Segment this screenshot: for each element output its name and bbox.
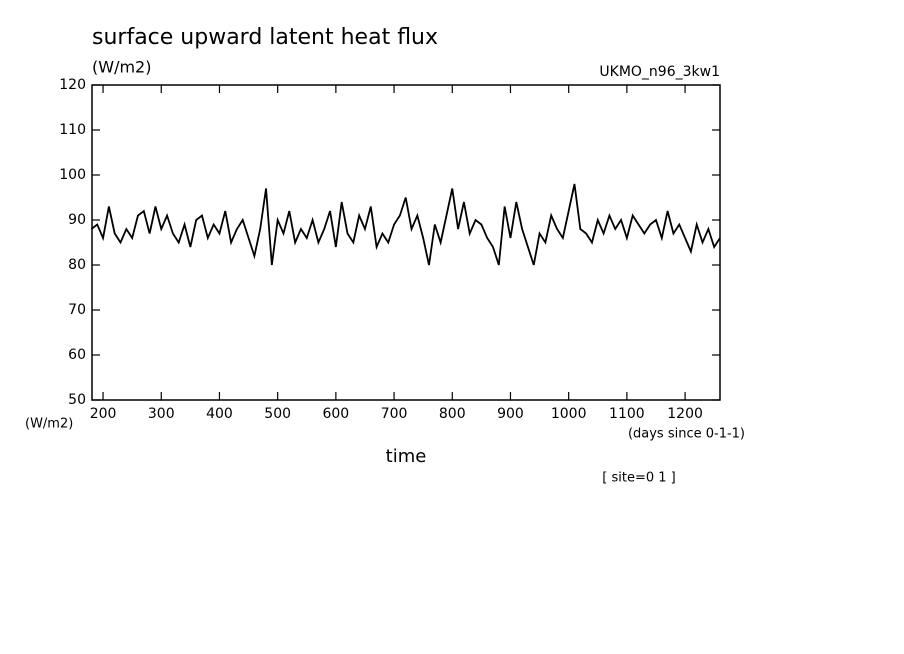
y-tick-label: 50 — [68, 392, 86, 408]
x-tick-label: 300 — [148, 406, 175, 422]
y-tick-label: 100 — [59, 167, 86, 183]
x-tick-label: 500 — [264, 406, 291, 422]
chart-title: surface upward latent heat flux — [92, 25, 438, 50]
site-label: [ site=0 1 ] — [602, 471, 675, 486]
y-tick-label: 70 — [68, 302, 86, 318]
y-tick-label: 60 — [68, 347, 86, 363]
x-tick-label: 1200 — [667, 406, 703, 422]
y-axis-label: (W/m2) — [25, 417, 73, 432]
x-tick-label: 400 — [206, 406, 233, 422]
data-line — [90, 183, 721, 266]
dataset-label: UKMO_n96_3kw1 — [599, 64, 720, 80]
x-tick-label: 900 — [497, 406, 524, 422]
y-tick-label: 110 — [59, 122, 86, 138]
x-tick-label: 1000 — [551, 406, 587, 422]
plot-frame — [91, 84, 721, 401]
x-tick-label: 700 — [381, 406, 408, 422]
y-tick-label: 90 — [68, 212, 86, 228]
y-tick-label: 120 — [59, 77, 86, 93]
x-tick-label: 600 — [322, 406, 349, 422]
y-tick-label: 80 — [68, 257, 86, 273]
x-tick-label: 1100 — [609, 406, 645, 422]
units-label: (W/m2) — [92, 58, 151, 77]
x-axis-label: time — [386, 446, 427, 467]
x-tick-label: 800 — [439, 406, 466, 422]
x-tick-label: 200 — [90, 406, 117, 422]
x-units-label: (days since 0-1-1) — [628, 427, 745, 442]
